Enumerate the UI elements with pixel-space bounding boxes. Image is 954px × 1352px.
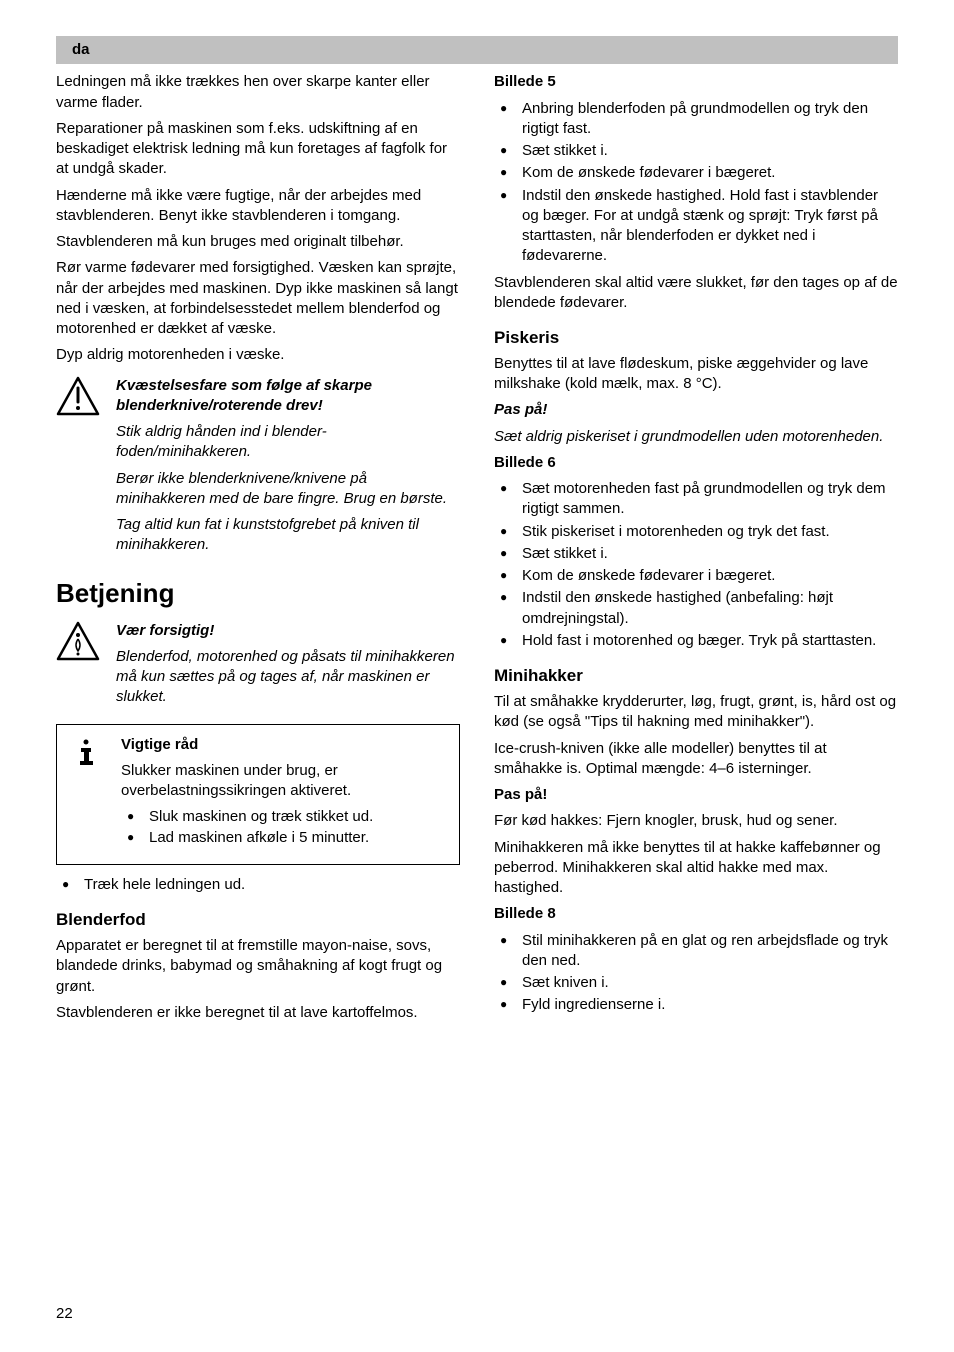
subsection-heading: Piskeris — [494, 327, 898, 350]
paragraph: Minihakkeren må ikke benyttes til at hak… — [494, 838, 898, 899]
left-column: Ledningen må ikke trækkes hen over skarp… — [56, 72, 460, 1029]
paragraph: Rør varme fødevarer med forsigtighed. Væ… — [56, 258, 460, 339]
list-item: Indstil den ønskede hastighed. Hold fast… — [494, 186, 898, 267]
figure-label: Billede 8 — [494, 904, 898, 924]
paragraph: Stavblenderen må kun bruges med original… — [56, 232, 460, 252]
paragraph: Apparatet er beregnet til at fremstille … — [56, 936, 460, 997]
info-box: Vigtige råd Slukker maskinen under brug,… — [56, 724, 460, 865]
paragraph: Til at småhakke krydderurter, løg, frugt… — [494, 692, 898, 733]
bullet-list: Sæt motorenheden fast på grundmodellen o… — [494, 479, 898, 651]
warning-line: Berør ikke blenderknivene/knivene på min… — [116, 469, 460, 510]
warning-triangle-icon — [56, 376, 104, 562]
subsection-heading: Blenderfod — [56, 909, 460, 932]
list-item: Stik piskeriset i motorenheden og tryk d… — [494, 522, 898, 542]
list-item: Hold fast i motorenhed og bæger. Tryk på… — [494, 631, 898, 651]
info-icon — [69, 735, 109, 854]
list-item: Træk hele ledningen ud. — [56, 875, 460, 895]
info-list: Sluk maskinen og træk stikket ud. Lad ma… — [121, 807, 449, 848]
list-item: Sæt stikket i. — [494, 141, 898, 161]
caution-triangle-icon — [56, 621, 104, 714]
caution-text: Vær forsigtig! Blenderfod, motorenhed og… — [116, 621, 460, 714]
subsection-heading: Minihakker — [494, 665, 898, 688]
two-column-layout: Ledningen må ikke trækkes hen over skarp… — [56, 72, 898, 1029]
list-item: Kom de ønskede fødevarer i bægeret. — [494, 163, 898, 183]
notice-title: Pas på! — [494, 400, 898, 420]
info-title: Vigtige råd — [121, 735, 449, 755]
warning-block: Kvæstelsesfare som følge af skarpe blend… — [56, 376, 460, 562]
paragraph: Benyttes til at lave flødeskum, piske æg… — [494, 354, 898, 395]
list-item: Kom de ønskede fødevarer i bægeret. — [494, 566, 898, 586]
paragraph: Stavblenderen skal altid være slukket, f… — [494, 273, 898, 314]
warning-title: Kvæstelsesfare som følge af skarpe blend… — [116, 376, 460, 417]
list-item: Lad maskinen afkøle i 5 minutter. — [121, 828, 449, 848]
language-code: da — [72, 41, 90, 58]
list-item: Sæt motorenheden fast på grundmodellen o… — [494, 479, 898, 520]
paragraph: Hænderne må ikke være fugtige, når der a… — [56, 186, 460, 227]
section-heading: Betjening — [56, 576, 460, 611]
bullet-list: Anbring blenderfoden på grundmodellen og… — [494, 99, 898, 267]
paragraph: Reparationer på maskinen som f.eks. udsk… — [56, 119, 460, 180]
paragraph: Ice-crush-kniven (ikke alle modeller) be… — [494, 739, 898, 780]
list-item: Anbring blenderfoden på grundmodellen og… — [494, 99, 898, 140]
warning-text: Kvæstelsesfare som følge af skarpe blend… — [116, 376, 460, 562]
right-column: Billede 5 Anbring blenderfoden på grundm… — [494, 72, 898, 1029]
caution-body: Blenderfod, motorenhed og påsats til min… — [116, 647, 460, 708]
notice-body: Sæt aldrig piskeriset i grundmodellen ud… — [494, 427, 898, 447]
language-bar: da — [56, 36, 898, 64]
list-item: Sæt kniven i. — [494, 973, 898, 993]
notice-body: Før kød hakkes: Fjern knogler, brusk, hu… — [494, 811, 898, 831]
figure-label: Billede 5 — [494, 72, 898, 92]
figure-label: Billede 6 — [494, 453, 898, 473]
paragraph: Stavblenderen er ikke beregnet til at la… — [56, 1003, 460, 1023]
warning-line: Stik aldrig hånden ind i blender-foden/m… — [116, 422, 460, 463]
bullet-list: Træk hele ledningen ud. — [56, 875, 460, 895]
caution-title: Vær forsigtig! — [116, 621, 460, 641]
notice-title: Pas på! — [494, 785, 898, 805]
warning-line: Tag altid kun fat i kunststofgrebet på k… — [116, 515, 460, 556]
list-item: Stil minihakkeren på en glat og ren arbe… — [494, 931, 898, 972]
list-item: Indstil den ønskede hastighed (anbefalin… — [494, 588, 898, 629]
caution-block: Vær forsigtig! Blenderfod, motorenhed og… — [56, 621, 460, 714]
list-item: Sæt stikket i. — [494, 544, 898, 564]
paragraph: Dyp aldrig motorenheden i væske. — [56, 345, 460, 365]
page-number: 22 — [56, 1304, 73, 1324]
list-item: Fyld ingredienserne i. — [494, 995, 898, 1015]
paragraph: Ledningen må ikke trækkes hen over skarp… — [56, 72, 460, 113]
list-item: Sluk maskinen og træk stikket ud. — [121, 807, 449, 827]
info-body: Slukker maskinen under brug, er overbela… — [121, 761, 449, 802]
bullet-list: Stil minihakkeren på en glat og ren arbe… — [494, 931, 898, 1016]
